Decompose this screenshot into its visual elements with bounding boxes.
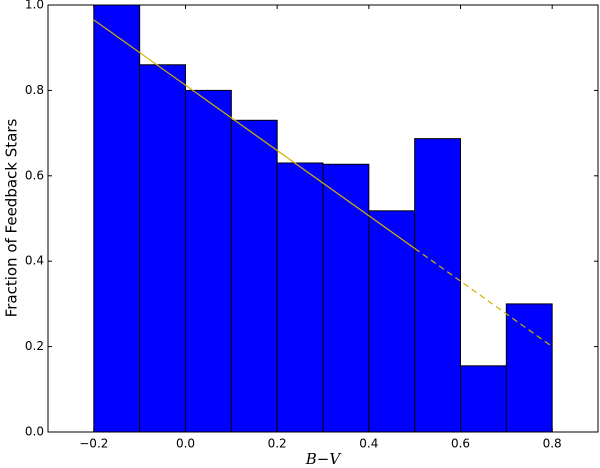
x-tick-label: −0.2 xyxy=(79,437,108,451)
y-tick-label: 0.8 xyxy=(25,83,44,97)
bar xyxy=(230,119,278,433)
x-tick-label: 0.6 xyxy=(451,437,470,451)
plot-frame xyxy=(47,4,599,433)
x-tick-label: 0.4 xyxy=(359,437,378,451)
y-tick-label: 1.0 xyxy=(25,0,44,12)
bar xyxy=(505,303,553,433)
bar xyxy=(139,64,187,433)
bar xyxy=(93,4,141,433)
y-tick-label: 0.4 xyxy=(25,254,44,268)
y-tick-label: 0.6 xyxy=(25,168,44,182)
x-tick-label: 0.2 xyxy=(268,437,287,451)
y-tick-label: 0.0 xyxy=(25,425,44,439)
bar xyxy=(322,163,370,433)
fit-line xyxy=(414,247,553,348)
bar xyxy=(414,138,461,433)
y-tick-label: 0.2 xyxy=(25,339,44,353)
fit-line xyxy=(93,19,416,249)
bar xyxy=(185,89,232,433)
x-tick-label: 0.0 xyxy=(176,437,195,451)
bar xyxy=(276,162,324,433)
y-axis-label: Fraction of Feedback Stars xyxy=(3,118,21,317)
x-axis-label: B−V xyxy=(305,450,343,468)
bar xyxy=(368,210,416,433)
bar xyxy=(460,365,507,433)
x-tick-label: 0.8 xyxy=(543,437,562,451)
